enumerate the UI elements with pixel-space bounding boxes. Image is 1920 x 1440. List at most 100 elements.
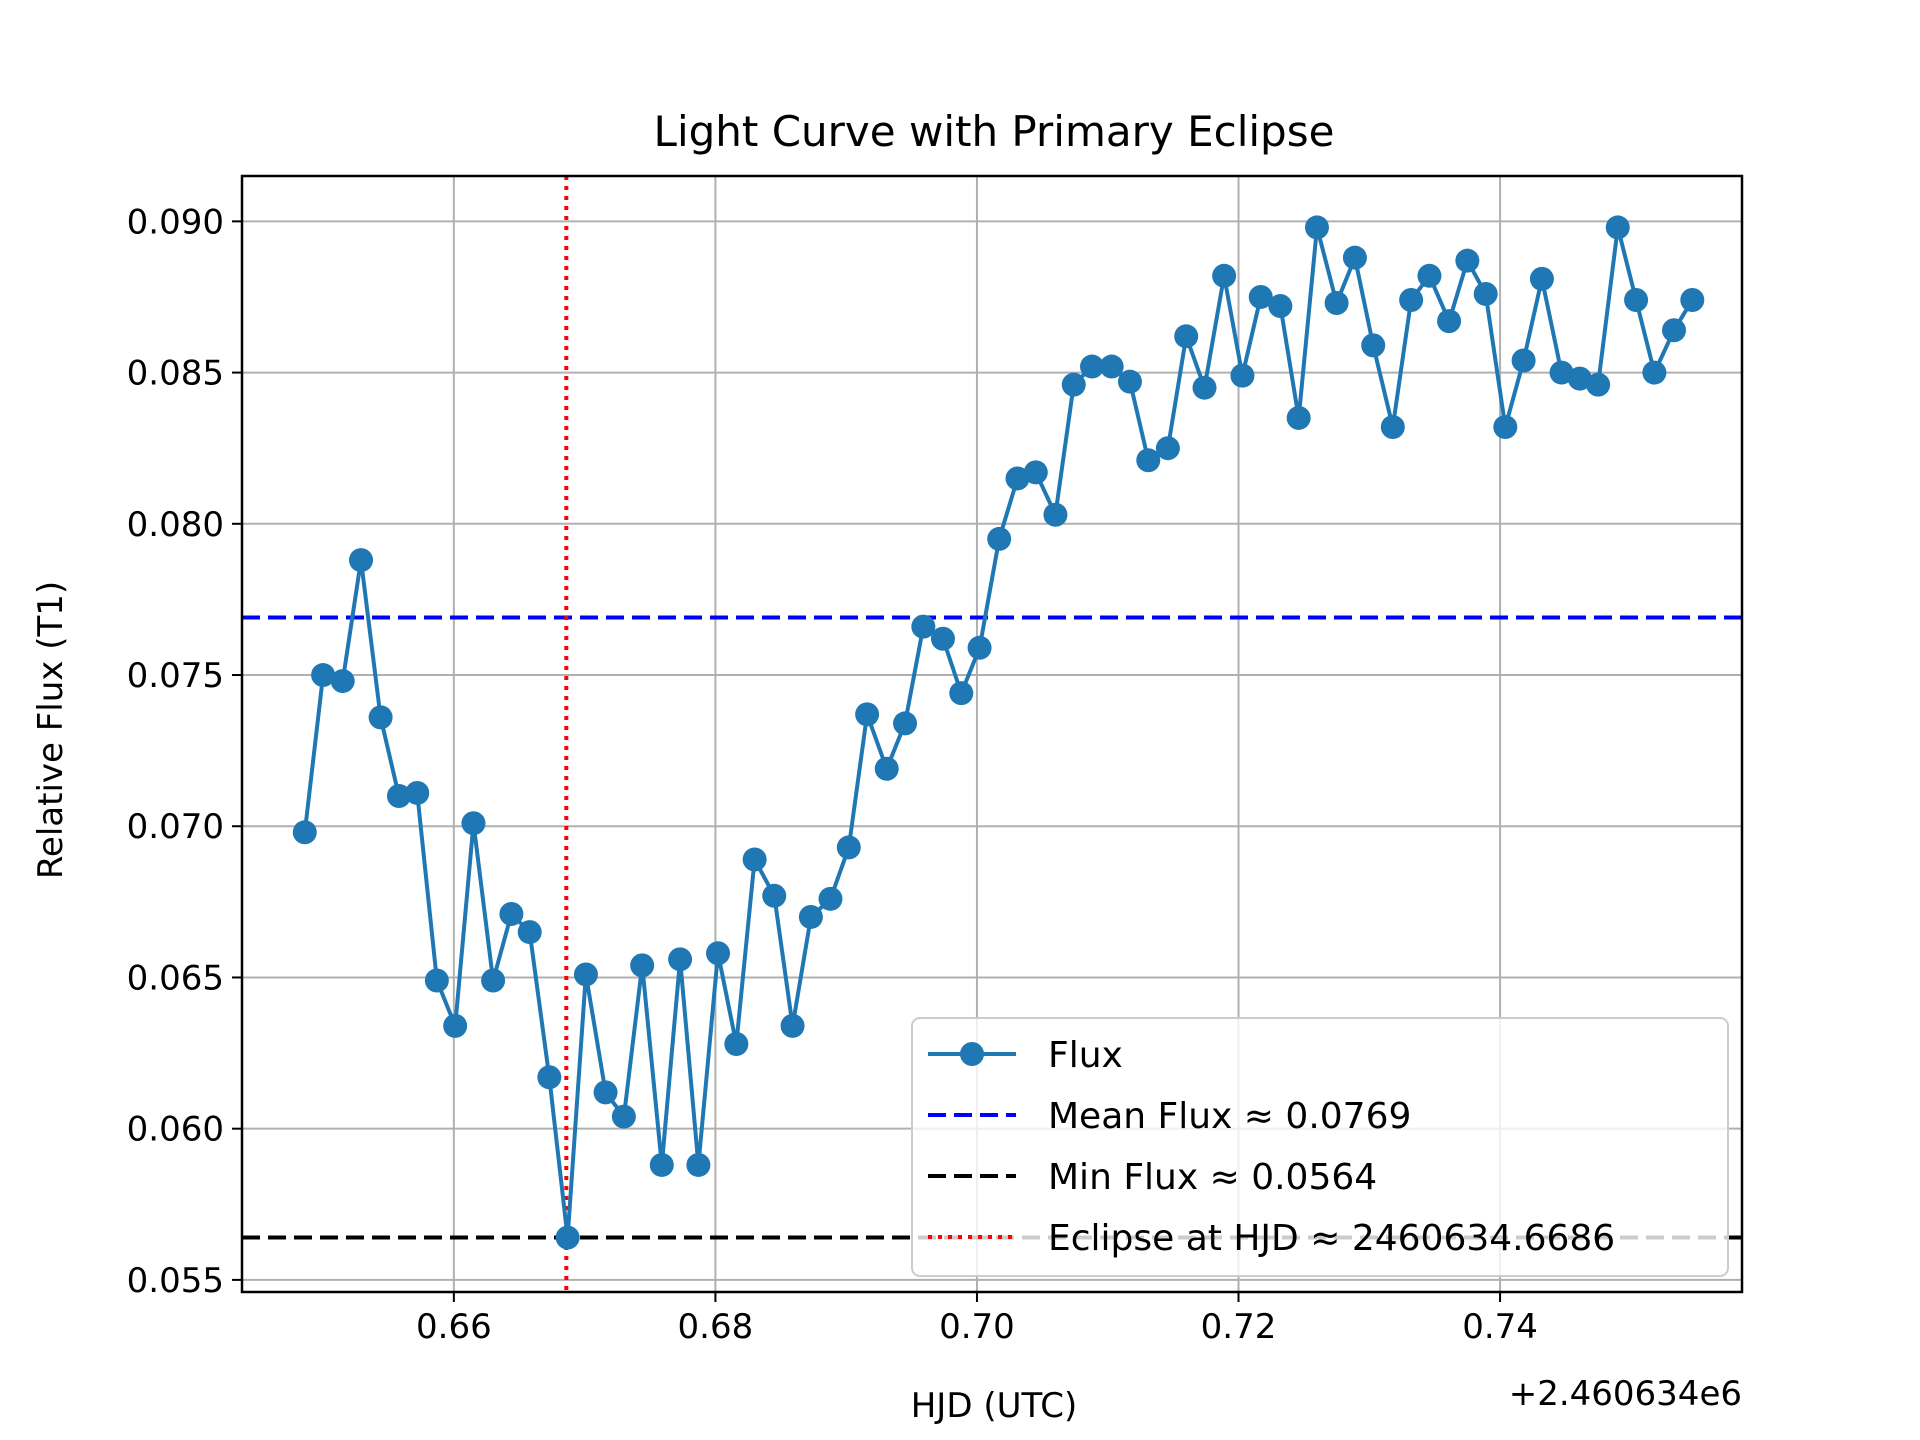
x-tick-label: 0.66 [416,1307,492,1347]
axes: 0.66 0.68 0.70 0.72 0.74 0.055 0.060 0.065 0.070… [127,174,1744,1347]
y-axis-label: Relative Flux (T1) [31,581,71,879]
x-tick-label: 0.74 [1462,1307,1538,1347]
data-point [405,780,430,805]
data-point [593,1080,618,1105]
data-point [1304,215,1329,240]
y-tick-label: 0.080 [127,505,224,545]
data-point [1061,372,1086,397]
data-point [1005,466,1030,491]
data-point [1605,215,1630,240]
data-point [742,847,767,872]
plot-area [242,176,1742,1292]
y-tick-label: 0.060 [127,1110,224,1150]
data-point [798,904,823,929]
data-point [1437,309,1462,334]
x-axis-label: HJD (UTC) [911,1386,1078,1426]
data-point [987,526,1012,551]
data-point [630,953,655,978]
data-point [1080,354,1105,379]
data-point [499,901,524,926]
data-point [611,1104,636,1129]
y-tick-label: 0.085 [127,354,224,394]
legend-label-0: Flux [1048,1035,1123,1076]
data-point [386,784,411,808]
data-point [724,1032,749,1056]
data-point [424,968,449,993]
data-point [855,702,880,727]
data-point [1174,324,1199,349]
data-point [461,811,486,836]
data-point [1567,366,1592,391]
legend-box [911,1017,1729,1277]
y-tick-label: 0.055 [127,1261,224,1301]
legend: Flux Mean Flux ≈ 0.0769 Min Flux ≈ 0.0564 E… [911,1017,1729,1277]
data-point [1680,288,1705,312]
data-point [311,663,336,688]
data-point [1155,436,1180,461]
data-point [649,1152,674,1177]
data-point [686,1152,711,1177]
x-tick-label: 0.68 [678,1307,754,1347]
data-point [1624,288,1649,312]
data-point [1192,375,1217,400]
data-point [874,756,899,781]
data-point [1642,360,1667,385]
data-point [1248,284,1273,309]
data-point [836,835,861,860]
data-point [1212,263,1237,288]
data-point [930,626,955,651]
x-tick-label: 0.72 [1201,1307,1277,1347]
legend-label-1: Mean Flux ≈ 0.0769 [1048,1096,1411,1137]
data-point [1399,288,1424,312]
data-point [555,1225,580,1250]
data-point [443,1013,468,1038]
y-tick-label: 0.090 [127,202,224,242]
data-point [368,705,393,730]
axes-frame [240,174,1744,1294]
data-point [1043,502,1068,527]
data-point [967,635,992,660]
data-point [780,1013,805,1038]
data-point [893,711,918,736]
data-point [1511,348,1536,373]
x-offset-label: +2.460634e6 [1509,1374,1742,1414]
data-point [330,669,355,694]
data-point [1361,333,1386,358]
data-point [706,941,731,966]
data-point [1324,291,1349,316]
data-point [1136,448,1161,473]
data-point [818,886,843,911]
data-point [1286,405,1311,430]
data-point [517,920,542,945]
data-point [1342,245,1367,270]
data-point [349,548,374,573]
legend-label-3: Eclipse at HJD ≈ 2460634.6686 [1048,1218,1615,1259]
data-point [1117,369,1142,394]
data-point [668,947,693,972]
y-tick-label: 0.065 [127,958,224,998]
data-point [1493,415,1518,440]
data-point [481,968,506,993]
data-point [1473,281,1498,306]
data-point [1268,294,1293,319]
chart-title: Light Curve with Primary Eclipse [654,107,1335,156]
data-point [1417,263,1442,288]
data-point [1455,248,1480,273]
data-point [292,820,317,845]
y-tick-label: 0.070 [127,807,224,847]
data-point [762,883,787,908]
data-point [911,614,936,639]
data-point [1586,372,1611,397]
legend-marker [960,1042,984,1066]
data-point [573,962,598,987]
data-point [1661,318,1686,343]
data-point [537,1065,562,1090]
data-point [949,681,974,706]
y-tick-label: 0.075 [127,656,224,696]
data-point [1230,363,1255,388]
data-point [1023,460,1048,485]
data-point [1549,360,1574,385]
x-tick-label: 0.70 [939,1307,1015,1347]
legend-label-2: Min Flux ≈ 0.0564 [1048,1157,1377,1198]
